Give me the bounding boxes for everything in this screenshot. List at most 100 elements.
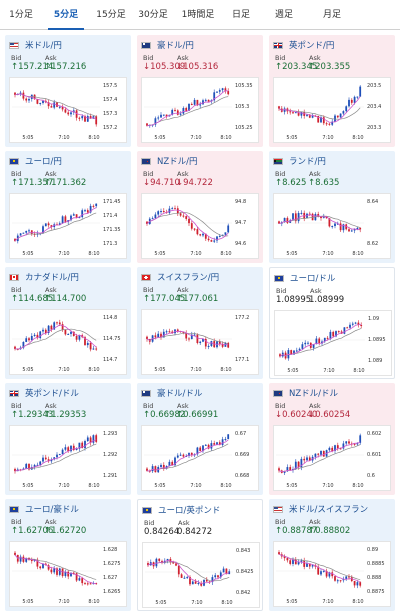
rate-card[interactable]: カナダドル/円 Bid Ask ↑114.685 ↑114.700 114.8 114.75… — [5, 267, 131, 379]
bid-label: Bid — [11, 518, 22, 526]
tab-timeframe[interactable]: 週足 — [274, 10, 293, 20]
candle-down — [189, 577, 191, 585]
candle-down — [75, 110, 78, 118]
chart-area[interactable]: 94.8 94.7 94.6 5:05 7:10 8:10 — [141, 193, 259, 259]
y-tick-label: 114.8 — [103, 315, 117, 321]
candle-down — [188, 338, 190, 340]
rate-card[interactable]: 豪ドル/円 Bid Ask ↓105.309 ↓105.316 105.35 105.3 10… — [137, 35, 263, 147]
currency-pair-name[interactable]: 英ポンド/円 — [289, 41, 335, 51]
chart-area[interactable]: 0.89 0.8885 0.888 0.8875 5:05 7:10 8:10 — [273, 541, 391, 607]
candle-up — [72, 214, 75, 216]
chart-area[interactable]: 114.8 114.75 114.7 5:05 7:10 8:10 — [9, 309, 127, 375]
tab-timeframe[interactable]: 5分足 — [42, 0, 90, 30]
rate-card[interactable]: 豪ドル/ドル Bid Ask ↑0.66982 ↑0.66991 0.67 0.669 0.6… — [137, 383, 263, 495]
rate-card[interactable]: ユーロ/円 Bid Ask ↑171.357 ↑171.362 171.45 171.4 17… — [5, 151, 131, 263]
candlestick-chart: 8.64 8.62 5:05 7:10 8:10 — [276, 199, 378, 257]
rate-card[interactable]: NZドル/ドル Bid Ask ↓0.60240 ↓0.60254 0.602 0.601 0… — [269, 383, 395, 495]
rate-card[interactable]: ユーロ/ドル Bid Ask 1.08995 1.08999 1.09 1.0895 1.08… — [269, 267, 395, 379]
tab-timeframe[interactable]: 30分足 — [138, 10, 168, 20]
candle-up — [213, 92, 216, 101]
candle-up — [70, 331, 72, 334]
x-tick-label: 8:10 — [88, 483, 99, 489]
candle-up — [70, 445, 72, 452]
candle-up — [166, 558, 169, 561]
candle-up — [219, 572, 222, 578]
rate-card[interactable]: 米ドル/スイスフラン Bid Ask ↑0.88787 ↑0.88802 0.89 0.88… — [269, 499, 395, 611]
rate-card[interactable]: 米ドル/円 Bid Ask ↑157.214 ↑157.216 157.5 157.4 157… — [5, 35, 131, 147]
candle-up — [335, 331, 337, 337]
candle-up — [292, 213, 294, 221]
candle-up — [301, 344, 304, 349]
chart-area[interactable]: 1.09 1.0895 1.089 5:05 7:10 8:10 — [274, 310, 392, 376]
rate-card[interactable]: NZドル/円 Bid Ask ↓94.710 ↓94.722 94.8 94.7 94.6 5:… — [137, 151, 263, 263]
chart-area[interactable]: 177.2 177.1 5:05 7:10 8:10 — [141, 309, 259, 375]
currency-pair-name[interactable]: 英ポンド/ドル — [25, 389, 79, 399]
x-tick-label: 8:10 — [352, 483, 363, 489]
chart-area[interactable]: 0.602 0.601 0.6 5:05 7:10 8:10 — [273, 425, 391, 491]
y-tick-label: 1.291 — [103, 473, 117, 479]
candle-down — [25, 98, 28, 101]
currency-pair-name[interactable]: ユーロ/ドル — [290, 274, 336, 284]
currency-pair-name[interactable]: ユーロ/英ポンド — [158, 506, 221, 516]
candle-up — [222, 568, 225, 573]
currency-pair-name[interactable]: スイスフラン/円 — [157, 273, 220, 283]
y-tick-label: 0.601 — [367, 452, 381, 458]
currency-pair-name[interactable]: ユーロ/円 — [25, 157, 62, 167]
currency-pair-name[interactable]: NZドル/ドル — [289, 389, 339, 399]
candle-up — [356, 582, 359, 586]
chart-area[interactable]: 8.64 8.62 5:05 7:10 8:10 — [273, 193, 391, 259]
currency-pair-name[interactable]: 米ドル/円 — [25, 41, 62, 51]
candlestick-chart: 0.843 0.8425 0.842 5:05 7:10 8:10 — [145, 548, 254, 606]
bid-price: ↑114.685 — [11, 294, 54, 304]
candle-up — [298, 348, 301, 351]
y-tick-label: 94.8 — [235, 199, 246, 205]
rate-card-header: 英ポンド/円 — [273, 39, 334, 51]
candle-down — [318, 338, 321, 344]
chart-area[interactable]: 1.293 1.292 1.291 5:05 7:10 8:10 — [9, 425, 127, 491]
chart-area[interactable]: 1.628 1.6275 1.627 1.6265 5:05 7:10 8:10 — [9, 541, 127, 607]
x-tick-label: 5:05 — [22, 483, 33, 489]
candle-down — [290, 350, 293, 355]
rate-card[interactable]: 英ポンド/円 Bid Ask ↑203.345 ↑203.355 203.5 203.4 20… — [269, 35, 395, 147]
rate-card[interactable]: ユーロ/英ポンド Bid Ask 0.84264 0.84272 0.843 0.8425 0… — [137, 499, 263, 611]
currency-pair-name[interactable]: 豪ドル/ドル — [157, 389, 203, 399]
chart-area[interactable]: 171.45 171.4 171.35 171.3 5:05 7:10 8:10 — [9, 193, 127, 259]
currency-pair-name[interactable]: カナダドル/円 — [25, 273, 79, 283]
candle-down — [308, 114, 311, 118]
x-tick-label: 7:10 — [191, 600, 202, 606]
chart-area[interactable]: 0.843 0.8425 0.842 5:05 7:10 8:10 — [142, 542, 260, 608]
rate-card[interactable]: スイスフラン/円 Bid Ask ↑177.045 ↑177.061 177.2 177.1… — [137, 267, 263, 379]
candle-up — [78, 442, 81, 449]
currency-pair-name[interactable]: 豪ドル/円 — [157, 41, 194, 51]
chart-area[interactable]: 203.5 203.4 203.3 5:05 7:10 8:10 — [273, 77, 391, 143]
rate-card[interactable]: ユーロ/豪ドル Bid Ask ↑1.62706 ↑1.62720 1.628 1.6275… — [5, 499, 131, 611]
currency-pair-name[interactable]: 米ドル/スイスフラン — [289, 505, 369, 515]
rate-card-header: 英ポンド/ドル — [9, 387, 79, 399]
ask-price: ↑1.62720 — [44, 526, 87, 536]
candle-up — [179, 113, 182, 115]
bid-label: Bid — [276, 287, 287, 295]
candle-up — [53, 322, 56, 330]
flag-eu-gb-icon — [142, 506, 152, 514]
currency-pair-name[interactable]: ユーロ/豪ドル — [25, 505, 79, 515]
tab-timeframe[interactable]: 1時間足 — [181, 10, 215, 20]
candle-down — [47, 223, 50, 226]
tab-timeframe[interactable]: 15分足 — [96, 10, 126, 20]
candle-up — [342, 224, 345, 231]
chart-area[interactable]: 105.35 105.3 105.25 5:05 7:10 8:10 — [141, 77, 259, 143]
tab-timeframe[interactable]: 日足 — [231, 10, 250, 20]
candle-down — [339, 448, 342, 450]
tab-timeframe[interactable]: 1分足 — [9, 10, 33, 20]
x-tick-label: 8:10 — [220, 135, 231, 141]
candle-down — [357, 322, 360, 325]
candle-down — [64, 109, 67, 113]
rate-card[interactable]: ランド/円 Bid Ask ↑8.625 ↑8.635 8.64 8.62 5:05 7:10 8… — [269, 151, 395, 263]
currency-pair-name[interactable]: ランド/円 — [289, 157, 326, 167]
candle-up — [218, 90, 221, 92]
chart-area[interactable]: 157.5 157.4 157.3 157.2 5:05 7:10 8:10 — [9, 77, 127, 143]
chart-area[interactable]: 0.67 0.669 0.668 5:05 7:10 8:10 — [141, 425, 259, 491]
currency-pair-name[interactable]: NZドル/円 — [157, 157, 198, 167]
rate-card[interactable]: 英ポンド/ドル Bid Ask ↑1.29343 ↑1.29353 1.293 1.292 1… — [5, 383, 131, 495]
y-tick-label: 8.62 — [367, 241, 378, 247]
tab-timeframe[interactable]: 月足 — [322, 10, 341, 20]
